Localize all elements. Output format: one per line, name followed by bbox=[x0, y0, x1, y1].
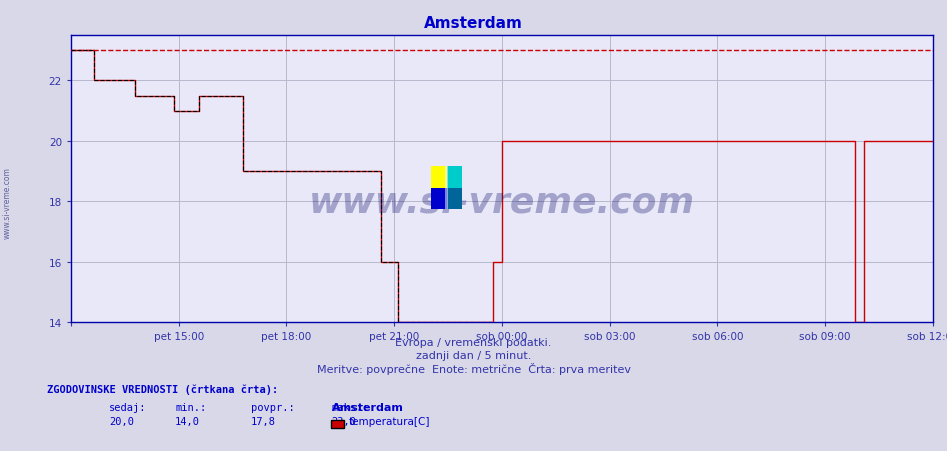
Text: Meritve: povprečne  Enote: metrične  Črta: prva meritev: Meritve: povprečne Enote: metrične Črta:… bbox=[316, 362, 631, 374]
Text: sedaj:: sedaj: bbox=[109, 402, 147, 412]
Text: 14,0: 14,0 bbox=[175, 416, 200, 426]
Text: maks.:: maks.: bbox=[331, 402, 369, 412]
Text: 20,0: 20,0 bbox=[109, 416, 134, 426]
Polygon shape bbox=[445, 167, 448, 210]
Text: zadnji dan / 5 minut.: zadnji dan / 5 minut. bbox=[416, 350, 531, 360]
Text: ZGODOVINSKE VREDNOSTI (črtkana črta):: ZGODOVINSKE VREDNOSTI (črtkana črta): bbox=[47, 384, 278, 394]
Text: www.si-vreme.com: www.si-vreme.com bbox=[3, 167, 12, 239]
Text: Evropa / vremenski podatki.: Evropa / vremenski podatki. bbox=[395, 337, 552, 347]
Bar bbox=[431, 189, 447, 210]
Text: 23,0: 23,0 bbox=[331, 416, 356, 426]
Text: povpr.:: povpr.: bbox=[251, 402, 295, 412]
Text: www.si-vreme.com: www.si-vreme.com bbox=[309, 185, 695, 219]
Bar bbox=[447, 167, 462, 189]
Bar bbox=[431, 167, 447, 189]
Text: Amsterdam: Amsterdam bbox=[331, 402, 403, 412]
Text: temperatura[C]: temperatura[C] bbox=[348, 416, 430, 426]
Text: min.:: min.: bbox=[175, 402, 206, 412]
Text: Amsterdam: Amsterdam bbox=[424, 16, 523, 31]
Bar bbox=[447, 189, 462, 210]
Text: 17,8: 17,8 bbox=[251, 416, 276, 426]
